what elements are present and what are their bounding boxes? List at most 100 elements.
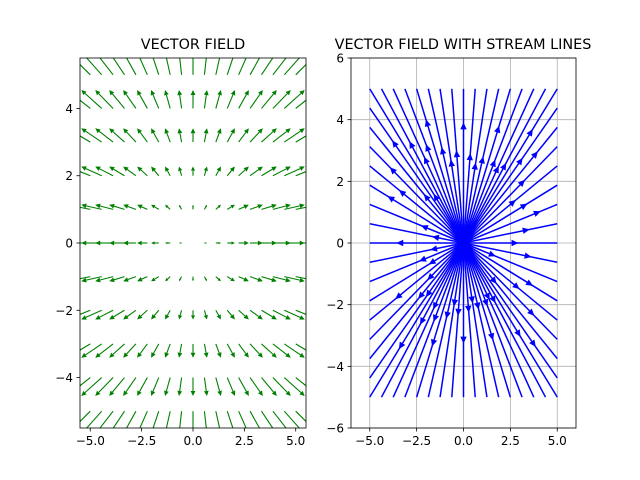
stream-arrowhead [512, 282, 520, 290]
quiver-arrow [95, 343, 114, 358]
quiver-arrow [249, 276, 263, 282]
quiver-arrow [227, 241, 235, 245]
quiver-arrow [123, 377, 137, 396]
stream-line [462, 242, 512, 398]
stream-arrowhead [525, 279, 534, 286]
x-tick-label: 2.5 [235, 434, 254, 448]
stream-line [369, 146, 465, 244]
stream-line [463, 184, 558, 244]
quiver-arrow [123, 343, 137, 358]
quiver-arrow [283, 58, 300, 76]
quiver-arrow [139, 410, 148, 428]
stream-arrowhead [489, 276, 497, 284]
stream-arrowhead [483, 292, 490, 301]
stream-line [427, 242, 465, 398]
quiver-arrow [80, 343, 91, 351]
quiver-arrows [80, 58, 306, 428]
quiver-arrow [272, 309, 291, 320]
quiver-arrow [109, 203, 125, 210]
x-tick-label: 5.0 [286, 434, 305, 448]
y-tick-label: 4 [65, 102, 73, 116]
quiver-arrow [226, 166, 235, 177]
quiver-arrow [295, 309, 306, 315]
streamplot-axes: −5.0 −2.5 0.0 2.5 5.0 −6 −4 −2 0 2 4 6 [326, 52, 567, 449]
stream-arrowhead [425, 144, 432, 152]
quiver-arrow [81, 276, 102, 283]
quiver-arrow [191, 276, 195, 282]
quiver-arrow [250, 240, 263, 246]
quiver-arrow [238, 128, 249, 143]
stream-arrowhead [430, 245, 438, 252]
quiver-arrow [283, 128, 305, 143]
quiver-arrow [109, 240, 125, 246]
quiver-arrow [151, 309, 160, 320]
quiver-arrow [238, 276, 249, 282]
stream-line [427, 88, 465, 244]
quiver-arrow [238, 377, 249, 396]
quiver-arrow [125, 410, 137, 428]
stream-line [462, 88, 488, 244]
stream-arrowhead [433, 314, 440, 322]
quiver-arrow [283, 343, 305, 358]
quiver-arrow [137, 240, 148, 246]
quiver-arrow [81, 128, 103, 143]
streamplot-panel: VECTOR FIELD WITH STREAM LINES −5.0 −2.5 0… [326, 37, 591, 448]
quiver-arrow [86, 58, 103, 76]
stream-arrowhead [395, 292, 403, 300]
quiver-arrow [190, 310, 196, 320]
quiver-arrow [295, 410, 306, 423]
stream-arrowhead [427, 272, 435, 281]
quiver-arrow [139, 58, 148, 76]
stream-arrowhead [514, 329, 521, 337]
quiver-arrow [112, 410, 125, 428]
streamplot-lines [369, 88, 558, 398]
quiver-arrow [137, 377, 148, 396]
stream-arrowhead [389, 167, 397, 175]
quiver-arrow [215, 58, 221, 75]
stream-arrowhead [468, 296, 475, 304]
quiver-arrow [203, 204, 207, 210]
quiver-arrow [249, 377, 263, 396]
stream-arrowhead [489, 159, 496, 168]
quiver-arrow [283, 410, 300, 428]
stream-arrowhead [387, 196, 396, 203]
stream-line [462, 242, 500, 398]
stream-line [380, 88, 465, 244]
y-tick-label: 0 [65, 237, 73, 251]
quiver-arrow [215, 204, 221, 210]
quiver-arrow [238, 90, 249, 109]
quiver-arrow [95, 166, 114, 177]
stream-arrowhead [433, 301, 440, 310]
stream-line [462, 242, 523, 398]
quiver-arrow [203, 310, 208, 320]
quiver-arrow [151, 204, 160, 210]
quiver-arrow [238, 410, 247, 428]
quiver-arrow [226, 377, 236, 396]
stream-line [369, 242, 465, 398]
stream-arrowhead [526, 129, 533, 137]
quiver-arrow [295, 276, 306, 280]
quiver-arrow [203, 411, 207, 428]
x-tick-label: 0.0 [454, 434, 473, 448]
quiver-arrow [249, 204, 263, 210]
quiver-arrow [112, 58, 125, 76]
stream-arrowhead [517, 179, 526, 188]
quiver-title: VECTOR FIELD [141, 37, 245, 53]
stream-line [463, 239, 558, 247]
stream-arrowhead [529, 339, 536, 348]
quiver-arrow [80, 377, 91, 387]
stream-arrowhead [482, 298, 489, 307]
quiver-arrow [295, 135, 306, 143]
quiver-arrow [165, 241, 171, 245]
quiver-arrow [295, 171, 306, 177]
stream-line [369, 242, 464, 302]
quiver-arrow [203, 343, 209, 358]
stream-line [462, 107, 558, 244]
stream-line [380, 242, 465, 398]
stream-line [463, 242, 558, 321]
stream-line [451, 242, 465, 398]
quiver-arrow [272, 276, 291, 283]
quiver-arrow [215, 90, 222, 109]
streamplot-frame [350, 57, 577, 429]
